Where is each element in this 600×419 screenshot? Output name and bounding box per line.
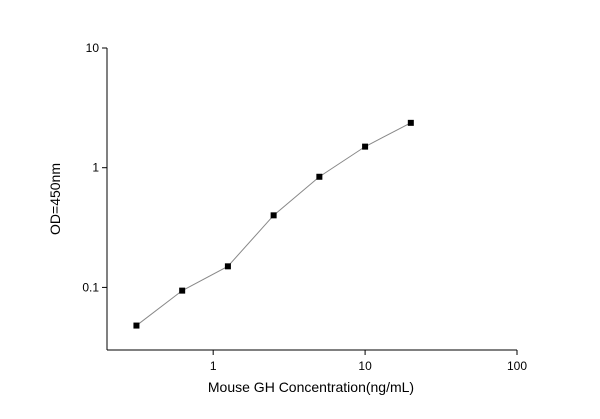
y-tick-label: 0.1 bbox=[82, 280, 99, 294]
marker bbox=[362, 143, 369, 150]
marker bbox=[407, 119, 414, 126]
y-axis-label: OD=450nm bbox=[47, 163, 63, 235]
marker bbox=[133, 322, 140, 329]
x-tick-label: 10 bbox=[358, 359, 372, 373]
series-line bbox=[136, 122, 412, 326]
y-tick-label: 1 bbox=[92, 161, 99, 175]
y-tick-label: 10 bbox=[86, 41, 100, 55]
marker bbox=[224, 263, 231, 270]
marker bbox=[179, 287, 186, 294]
x-axis-label: Mouse GH Concentration(ng/mL) bbox=[208, 379, 414, 395]
x-tick-label: 1 bbox=[210, 359, 217, 373]
marker bbox=[316, 173, 323, 180]
x-tick-label: 100 bbox=[507, 359, 527, 373]
marker bbox=[270, 212, 277, 219]
